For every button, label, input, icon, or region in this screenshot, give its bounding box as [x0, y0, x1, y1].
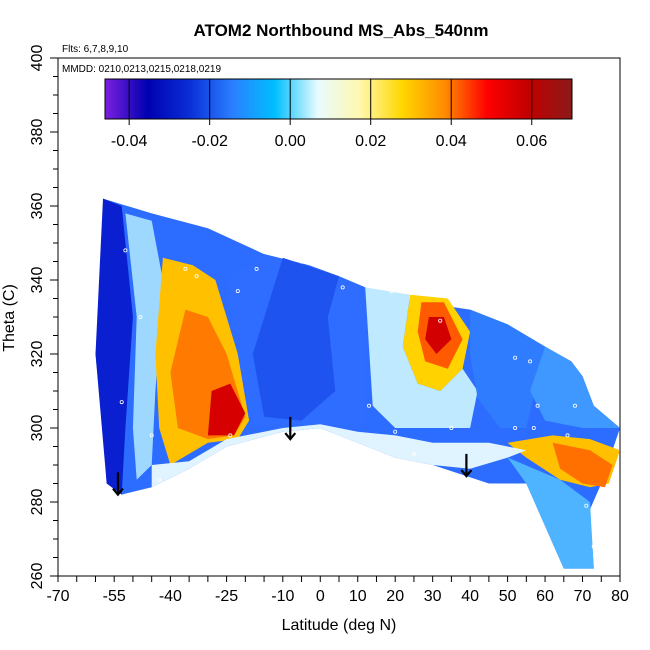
- colorbar-tick-label: 0.04: [436, 133, 467, 150]
- sample-point: [228, 433, 233, 438]
- sample-point: [389, 289, 394, 294]
- colorbar-fill: [104, 78, 573, 120]
- arrow-marker: [112, 472, 124, 497]
- sample-point: [573, 403, 578, 408]
- sample-point: [363, 277, 368, 282]
- sample-point: [565, 433, 570, 438]
- colorbar-tick-label: 0.02: [355, 133, 386, 150]
- sample-point: [235, 289, 240, 294]
- field-bottom-light: [151, 424, 527, 488]
- y-tick-label: 260: [29, 563, 46, 590]
- chart-title: ATOM2 Northbound MS_Abs_540nm: [193, 21, 488, 40]
- y-tick-label: 280: [29, 489, 46, 516]
- field-right-blue: [470, 309, 546, 428]
- x-tick-label: 50: [499, 588, 517, 605]
- sample-point: [194, 274, 199, 279]
- sample-point: [528, 359, 533, 364]
- y-axis-label: Theta (C): [1, 284, 18, 352]
- x-tick-label: 30: [424, 588, 442, 605]
- sample-point: [119, 400, 124, 405]
- sample-point: [299, 259, 304, 264]
- field-lower-right-orange: [552, 442, 613, 488]
- x-tick-label: 70: [574, 588, 592, 605]
- sample-point: [513, 355, 518, 360]
- mmdd-annotation: MMDD: 0210,0213,0215,0218,0219: [62, 64, 221, 75]
- x-tick-label: 60: [536, 588, 554, 605]
- heatmap-field: [95, 198, 620, 569]
- field-warm-core: [207, 383, 246, 436]
- field-right-blue2: [530, 346, 620, 428]
- colorbar-ticks: -0.04 -0.02 0.00 0.02 0.04 0.06: [111, 79, 547, 150]
- field-left-edge: [95, 198, 133, 495]
- x-tick-label: -70: [46, 588, 69, 605]
- flights-annotation: Flts: 6,7,8,9,10: [62, 44, 129, 55]
- sample-points: [119, 248, 596, 549]
- sample-point: [513, 425, 518, 430]
- sample-point: [157, 477, 162, 482]
- sample-point: [449, 425, 454, 430]
- colorbar: -0.04 -0.02 0.00 0.02 0.04 0.06: [104, 78, 573, 150]
- x-tick-label: 0: [316, 588, 325, 605]
- colorbar-tick-label: -0.02: [191, 133, 228, 150]
- field-center-core: [425, 317, 452, 354]
- x-tick-label: -40: [159, 588, 182, 605]
- field-lower-tail: [507, 457, 594, 569]
- sample-point: [366, 403, 371, 408]
- sample-point: [531, 425, 536, 430]
- sample-point: [340, 285, 345, 290]
- sample-point: [411, 451, 416, 456]
- x-tick-label: -10: [271, 588, 294, 605]
- arrows: [112, 416, 473, 497]
- sample-point: [584, 503, 589, 508]
- y-tick-label: 400: [29, 45, 46, 72]
- y-tick-label: 340: [29, 267, 46, 294]
- sample-point: [149, 433, 154, 438]
- x-tick-label: 10: [349, 588, 367, 605]
- sample-point: [438, 318, 443, 323]
- y-tick-label: 300: [29, 415, 46, 442]
- arrow-marker: [284, 416, 297, 441]
- colorbar-tick-label: -0.04: [111, 133, 148, 150]
- colorbar-tick-label: 0.00: [275, 133, 306, 150]
- sample-point: [138, 314, 143, 319]
- field-left-light: [125, 213, 163, 480]
- x-axis: -70 -55 -40 -25 -10 0 10 20 30 40 50 60 70 80: [46, 576, 629, 605]
- x-axis-label: Latitude (deg N): [282, 617, 397, 634]
- colorbar-tick-label: 0.06: [516, 133, 547, 150]
- sample-point: [254, 266, 259, 271]
- sample-point: [535, 403, 540, 408]
- y-tick-label: 380: [29, 119, 46, 146]
- sample-point: [591, 544, 596, 549]
- y-axis: 260 280 300 320 340 360 380 400: [29, 45, 58, 590]
- x-tick-label: 80: [611, 588, 629, 605]
- y-tick-label: 320: [29, 341, 46, 368]
- sample-point: [183, 266, 188, 271]
- sample-point: [393, 429, 398, 434]
- sample-point: [123, 248, 128, 253]
- x-tick-label: 20: [386, 588, 404, 605]
- field-mid-darkblue: [252, 257, 339, 421]
- x-tick-label: 40: [461, 588, 479, 605]
- x-tick-label: -25: [215, 588, 238, 605]
- x-tick-label: -55: [103, 588, 126, 605]
- arrow-marker: [460, 453, 473, 478]
- y-tick-label: 360: [29, 193, 46, 220]
- field-center-light: [365, 287, 478, 428]
